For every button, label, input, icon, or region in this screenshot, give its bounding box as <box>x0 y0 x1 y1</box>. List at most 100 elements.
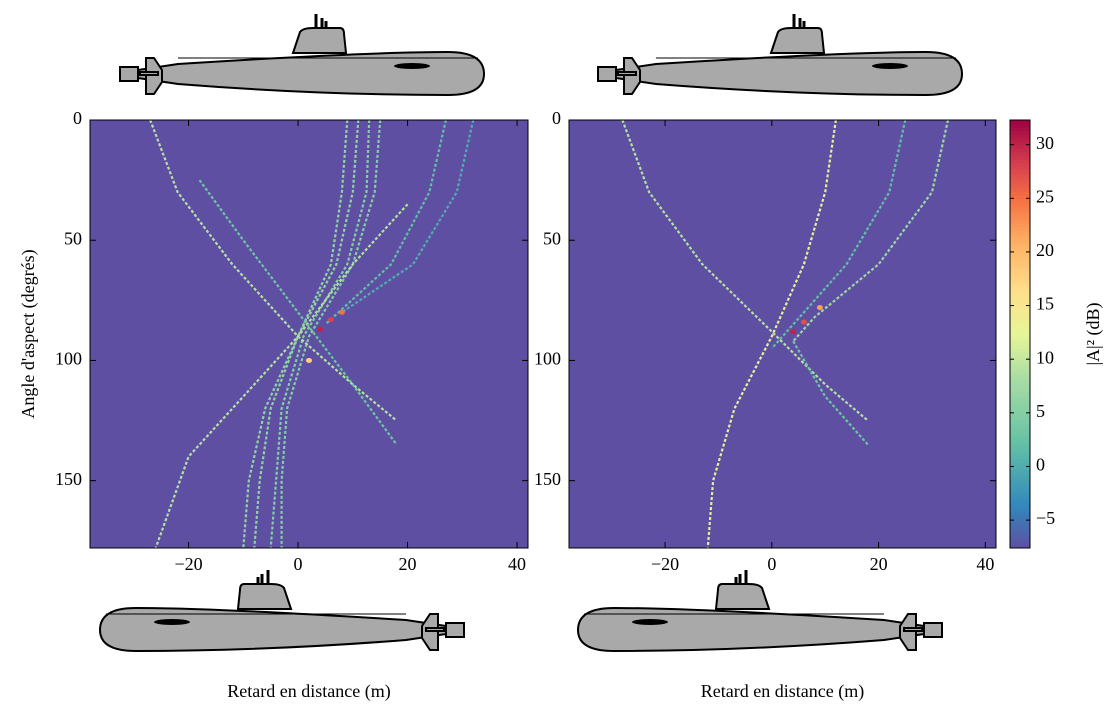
colorbar-band <box>1010 533 1030 538</box>
colorbar-band <box>1010 480 1030 485</box>
colorbar-band <box>1010 405 1030 410</box>
colorbar-band <box>1010 430 1030 435</box>
colorbar-band <box>1010 319 1030 324</box>
colorbar-band <box>1010 134 1030 139</box>
x-tick-label: −20 <box>174 554 202 574</box>
colorbar-band <box>1010 141 1030 146</box>
colorbar-band <box>1010 380 1030 385</box>
colorbar-band <box>1010 483 1030 488</box>
colorbar-band <box>1010 473 1030 478</box>
colorbar-band <box>1010 120 1030 125</box>
y-axis-label: Angle d'aspect (degrés) <box>18 249 39 418</box>
hot-spot <box>790 329 797 335</box>
submarine-icon <box>98 568 466 653</box>
colorbar-band <box>1010 266 1030 271</box>
colorbar-tick-label: 30 <box>1036 133 1054 153</box>
trace <box>253 119 349 549</box>
submarine-icon <box>596 12 964 97</box>
colorbar-band <box>1010 437 1030 442</box>
colorbar-tick-label: −5 <box>1036 508 1055 528</box>
colorbar-band <box>1010 276 1030 281</box>
colorbar-band <box>1010 462 1030 467</box>
colorbar-band <box>1010 323 1030 328</box>
submarine-icon <box>576 568 944 653</box>
plot-frame <box>568 119 997 549</box>
colorbar-band <box>1010 501 1030 506</box>
colorbar-band <box>1010 202 1030 207</box>
colorbar-band <box>1010 241 1030 246</box>
colorbar-band <box>1010 298 1030 303</box>
x-tick-label: 20 <box>870 554 888 574</box>
trace <box>154 203 409 549</box>
colorbar-band <box>1010 358 1030 364</box>
trace <box>770 119 907 350</box>
colorbar-band <box>1010 259 1030 264</box>
x-axis-label: Retard en distance (m) <box>227 681 390 702</box>
x-tick-label: 40 <box>976 554 994 574</box>
trace <box>280 119 382 548</box>
colorbar-band <box>1010 455 1030 460</box>
colorbar-band <box>1010 127 1030 132</box>
colorbar-band <box>1010 230 1030 235</box>
colorbar-band <box>1010 544 1030 549</box>
colorbar-band <box>1010 366 1030 371</box>
colorbar-band <box>1010 426 1030 431</box>
colorbar-band <box>1010 198 1030 203</box>
colorbar-band <box>1010 451 1030 456</box>
colorbar-band <box>1010 162 1030 167</box>
trace <box>792 119 950 342</box>
colorbar-band <box>1010 512 1030 517</box>
colorbar-label: |A|² (dB) <box>1083 302 1104 365</box>
colorbar-band <box>1010 305 1030 310</box>
colorbar-band <box>1010 137 1030 142</box>
colorbar-band <box>1010 519 1030 524</box>
x-tick-label: 0 <box>294 554 303 574</box>
colorbar-band <box>1010 330 1030 335</box>
colorbar-band <box>1010 219 1030 224</box>
colorbar-band <box>1010 301 1030 306</box>
colorbar-band <box>1010 515 1030 520</box>
colorbar-band <box>1010 458 1030 463</box>
colorbar-band <box>1010 273 1030 278</box>
colorbar-band <box>1010 344 1030 349</box>
colorbar-band <box>1010 173 1030 178</box>
trace <box>242 119 360 549</box>
colorbar-band <box>1010 223 1030 228</box>
hot-spot <box>327 317 334 323</box>
y-tick-label: 50 <box>64 228 82 248</box>
colorbar-band <box>1010 383 1030 388</box>
colorbar-band <box>1010 180 1030 185</box>
colorbar-band <box>1010 237 1030 242</box>
x-tick-label: −20 <box>651 554 679 574</box>
trace <box>341 119 475 314</box>
colorbar-band <box>1010 334 1030 339</box>
colorbar-tick-label: 10 <box>1036 347 1054 367</box>
hot-spot <box>338 309 345 315</box>
submarine-icon <box>118 12 486 97</box>
colorbar-band <box>1010 294 1030 299</box>
colorbar-band <box>1010 537 1030 542</box>
colorbar-band <box>1010 144 1030 150</box>
colorbar-band <box>1010 262 1030 267</box>
trace <box>706 119 837 549</box>
colorbar-band <box>1010 469 1030 474</box>
colorbar-band <box>1010 373 1030 378</box>
colorbar-band <box>1010 212 1030 217</box>
colorbar-band <box>1010 508 1030 513</box>
y-tick-label: 100 <box>534 349 561 369</box>
trace <box>149 119 398 422</box>
colorbar-band <box>1010 530 1030 535</box>
colorbar-band <box>1010 169 1030 174</box>
colorbar-band <box>1010 287 1030 292</box>
hot-spot <box>306 357 312 363</box>
colorbar-band <box>1010 291 1030 296</box>
colorbar-band <box>1010 312 1030 317</box>
colorbar-band <box>1010 255 1030 260</box>
colorbar-band <box>1010 205 1030 210</box>
colorbar-band <box>1010 433 1030 438</box>
colorbar-band <box>1010 369 1030 374</box>
trace <box>792 340 869 446</box>
colorbar-band <box>1010 498 1030 503</box>
colorbar-band <box>1010 234 1030 239</box>
